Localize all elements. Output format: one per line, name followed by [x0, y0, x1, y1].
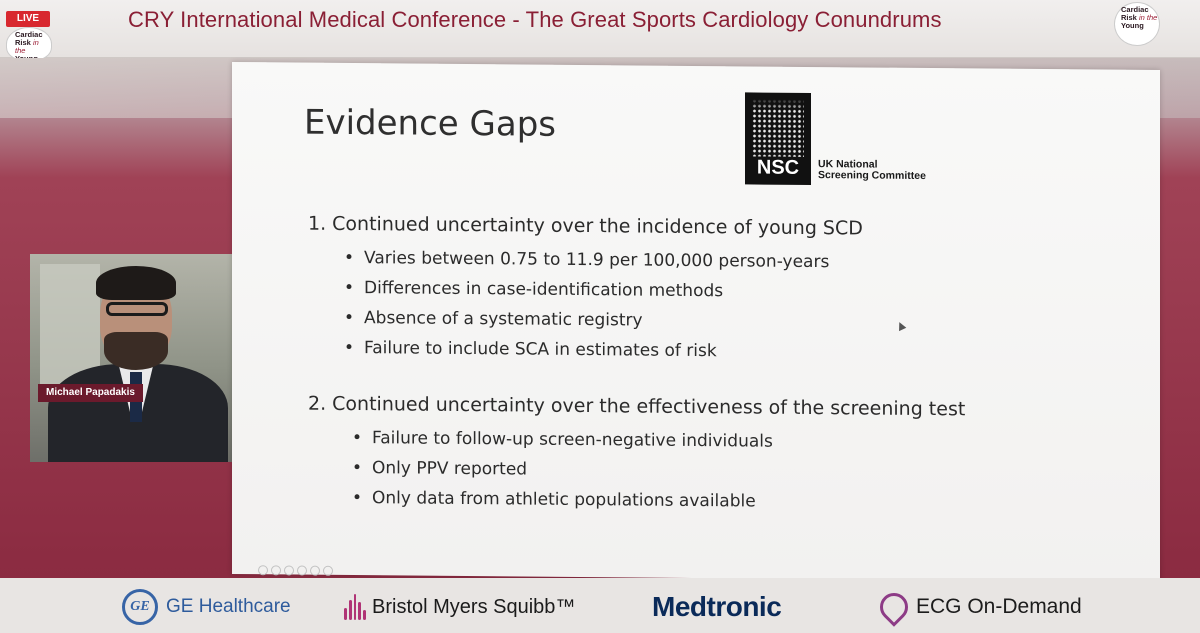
bullet-item: Absence of a systematic registry [344, 303, 829, 337]
slide-title: Evidence Gaps [304, 102, 556, 145]
cry-logo-left: Cardiac Risk in the Young [6, 27, 52, 63]
cry-logo-right: Cardiac Risk in the Young [1114, 2, 1160, 46]
conference-title: CRY International Medical Conference - T… [128, 7, 942, 32]
logo-right-line3: Young [1121, 21, 1144, 30]
ge-logo-icon: GE [122, 589, 158, 625]
nsc-logo: NSC [745, 92, 811, 186]
speaker-name-tag: Michael Papadakis [38, 384, 143, 402]
slide-pen-icon[interactable] [284, 565, 294, 576]
point-2-heading: 2. Continued uncertainty over the effect… [308, 392, 966, 421]
bullet-item: Differences in case-identification metho… [344, 273, 829, 307]
ecg-heart-icon [874, 587, 914, 627]
point-1-bullets: Varies between 0.75 to 11.9 per 100,000 … [344, 243, 829, 367]
bms-name: Bristol Myers Squibb™ [372, 595, 576, 618]
sponsor-bar: GE GE Healthcare Bristol Myers Squibb™ M… [0, 578, 1200, 633]
logo-left-line1: Cardiac [15, 30, 43, 39]
sponsor-medtronic: Medtronic [652, 591, 782, 622]
glasses-icon [106, 302, 168, 316]
sponsor-ge: GE GE Healthcare [122, 589, 291, 625]
bullet-item: Varies between 0.75 to 11.9 per 100,000 … [344, 243, 829, 277]
slide-menu-icon[interactable] [310, 565, 320, 576]
logo-right-line1: Cardiac [1121, 5, 1149, 14]
bms-logo-icon [344, 594, 366, 620]
bullet-item: Failure to follow-up screen-negative ind… [352, 423, 773, 457]
background-window [40, 264, 100, 384]
speaker-hair [96, 266, 176, 300]
sponsor-bms: Bristol Myers Squibb™ [344, 592, 575, 622]
bullet-item: Only data from athletic populations avai… [352, 483, 773, 517]
point-1-heading: 1. Continued uncertainty over the incide… [308, 212, 863, 240]
live-badge: LIVE 32:02 [6, 11, 50, 40]
bullet-item: Only PPV reported [352, 453, 773, 487]
logo-left-line2a: Risk [15, 38, 31, 47]
nsc-dots-icon [752, 98, 804, 157]
point-2-bullets: Failure to follow-up screen-negative ind… [352, 423, 773, 517]
slide-next-icon[interactable] [271, 565, 281, 576]
mouse-cursor-icon [895, 320, 907, 332]
ge-name: GE Healthcare [166, 596, 291, 617]
conference-header: LIVE 32:02 Cardiac Risk in the Young CRY… [0, 0, 1200, 63]
nsc-abbreviation: NSC [756, 156, 800, 179]
nsc-name: UK National Screening Committee [818, 158, 948, 183]
slide-prev-icon[interactable] [258, 565, 268, 576]
bullet-item: Failure to include SCA in estimates of r… [344, 333, 829, 367]
slide-zoom-icon[interactable] [297, 565, 307, 576]
nsc-name-line2: Screening Committee [818, 169, 926, 183]
ecg-name: ECG On-Demand [916, 595, 1082, 618]
slide-controls [258, 560, 336, 576]
logo-left-line2b: in the [15, 38, 39, 55]
logo-right-line2a: Risk [1121, 13, 1137, 22]
speaker-video[interactable]: Michael Papadakis [30, 254, 240, 462]
logo-right-line2b: in the [1138, 13, 1158, 22]
sponsor-ecg: ECG On-Demand [874, 587, 1082, 627]
slide-more-icon[interactable] [323, 565, 333, 576]
medtronic-name: Medtronic [652, 591, 782, 622]
presentation-slide: Evidence Gaps NSC UK National Screening … [232, 61, 1160, 583]
speaker-beard [104, 332, 168, 370]
